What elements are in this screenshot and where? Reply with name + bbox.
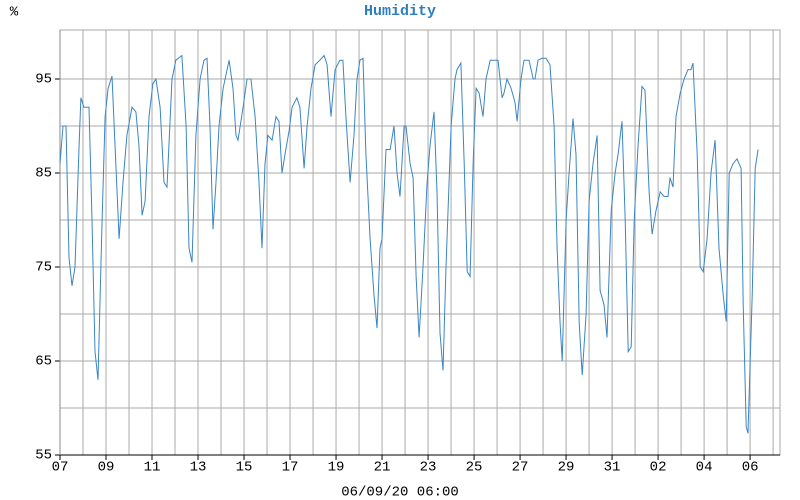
x-tick-label: 15 bbox=[236, 460, 253, 476]
x-tick-label: 02 bbox=[650, 460, 667, 476]
x-tick-label: 07 bbox=[52, 460, 69, 476]
x-tick-label: 09 bbox=[98, 460, 115, 476]
x-tick-label: 25 bbox=[466, 460, 483, 476]
x-tick-label: 13 bbox=[190, 460, 207, 476]
x-tick-label: 04 bbox=[696, 460, 713, 476]
x-tick-label: 19 bbox=[328, 460, 345, 476]
x-tick-label: 06 bbox=[742, 460, 759, 476]
x-tick-label: 27 bbox=[512, 460, 529, 476]
x-tick-label: 31 bbox=[604, 460, 621, 476]
x-tick-label: 29 bbox=[558, 460, 575, 476]
x-axis-label: 06/09/20 06:00 bbox=[341, 485, 459, 500]
y-tick-label: 85 bbox=[35, 166, 52, 182]
x-tick-label: 17 bbox=[282, 460, 299, 476]
y-tick-label: 95 bbox=[35, 72, 52, 88]
y-unit: % bbox=[10, 5, 19, 21]
y-tick-label: 55 bbox=[35, 448, 52, 464]
x-tick-label: 21 bbox=[374, 460, 391, 476]
plot-frame bbox=[59, 29, 781, 456]
chart-title: Humidity bbox=[364, 3, 436, 20]
x-tick-label: 11 bbox=[144, 460, 161, 476]
x-tick-label: 23 bbox=[420, 460, 437, 476]
y-tick-label: 75 bbox=[35, 260, 52, 276]
y-tick-label: 65 bbox=[35, 354, 52, 370]
humidity-line bbox=[59, 54, 759, 434]
